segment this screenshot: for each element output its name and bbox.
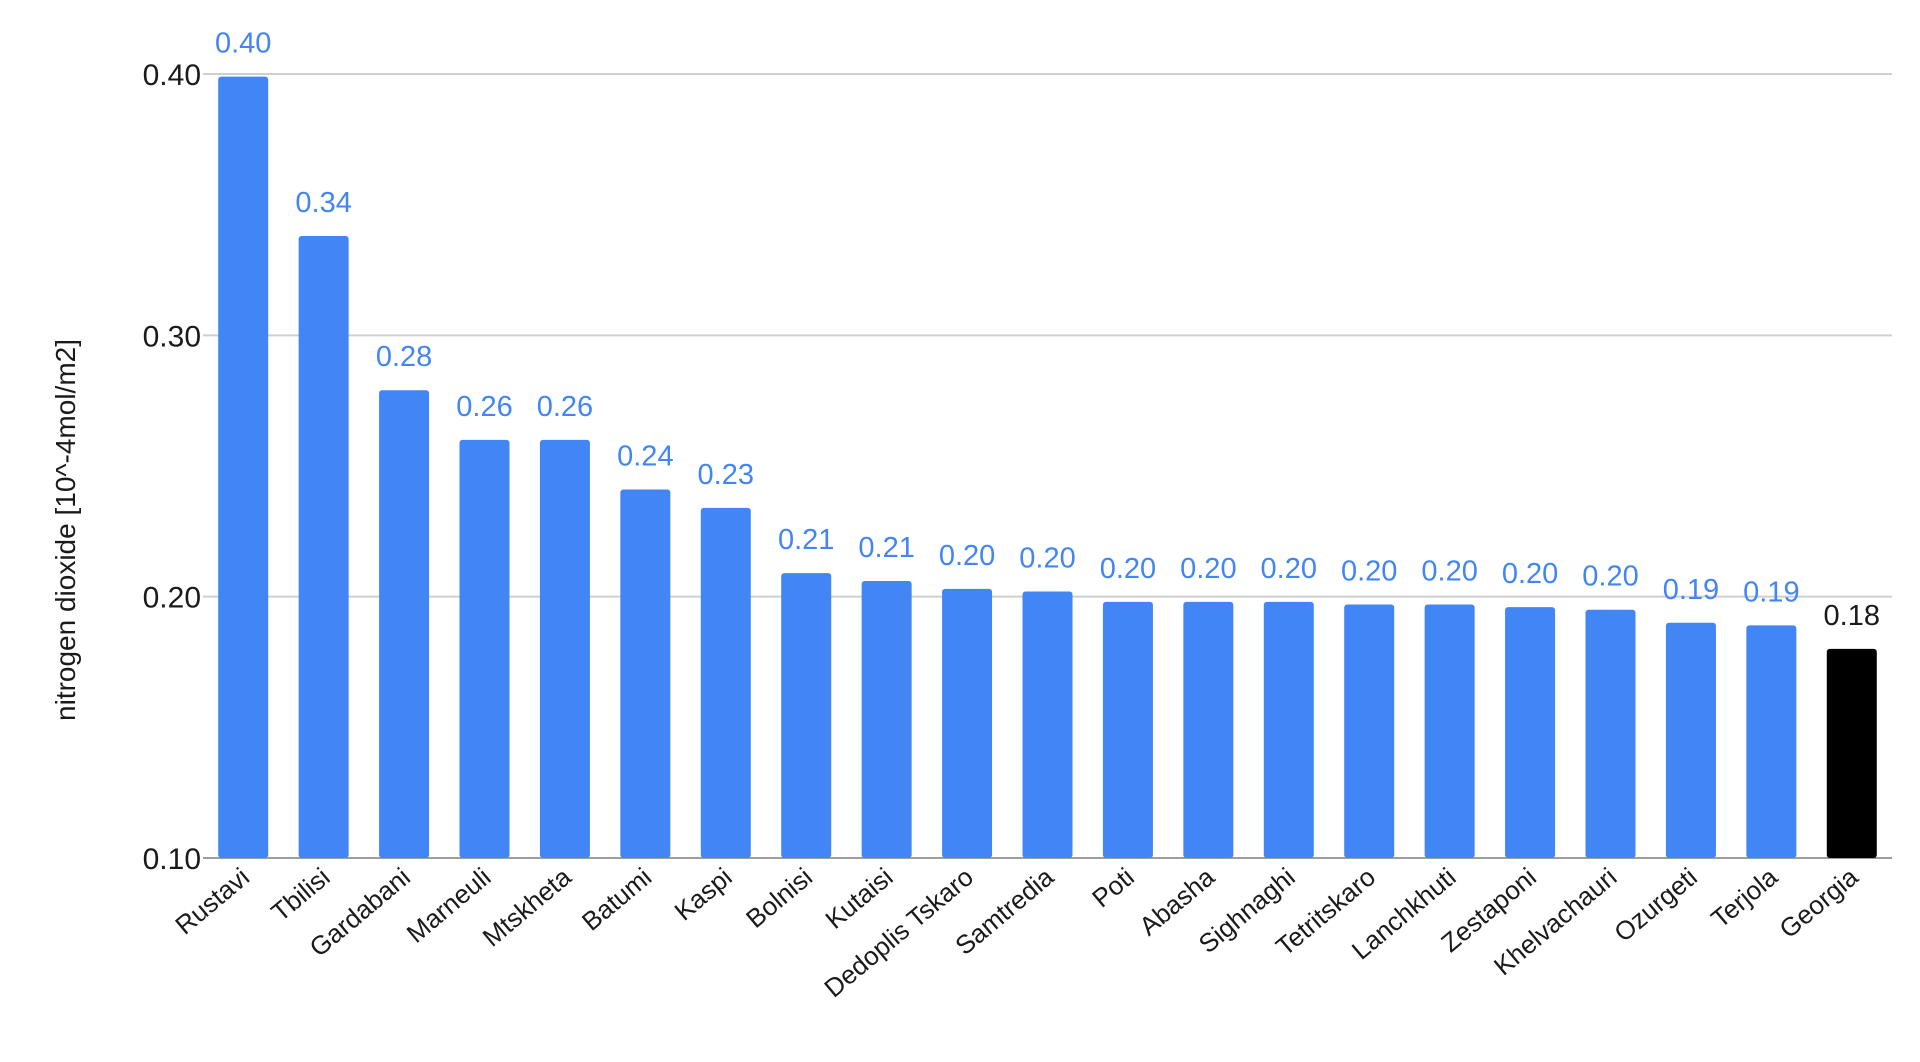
- x-tick-label: Terjola: [1705, 861, 1783, 934]
- bar-mtskheta: [539, 439, 590, 858]
- x-tick-label: Poti: [1086, 862, 1140, 914]
- data-label: 0.20: [939, 540, 995, 572]
- data-label: 0.20: [1261, 553, 1317, 585]
- data-label: 0.21: [858, 532, 914, 564]
- y-tick-label: 0.20: [143, 582, 201, 615]
- bar-gardabani: [379, 390, 430, 858]
- bar-tetritskaro: [1344, 604, 1395, 858]
- x-tick-label: Georgia: [1773, 861, 1864, 944]
- bar-rustavi: [218, 76, 269, 858]
- bar-sighnaghi: [1263, 601, 1314, 858]
- bar-bolnisi: [781, 573, 832, 858]
- data-label: 0.23: [698, 459, 754, 491]
- bar-batumi: [620, 489, 671, 858]
- bar-terjola: [1746, 625, 1797, 858]
- data-label: 0.21: [778, 524, 834, 556]
- bars-layer: [218, 76, 1877, 858]
- y-tick-label: 0.30: [143, 320, 201, 353]
- bar-ozurgeti: [1665, 622, 1716, 858]
- x-tick-label: Kaspi: [669, 862, 738, 927]
- x-tick-label: Mtskheta: [477, 861, 578, 952]
- data-label: 0.34: [295, 187, 351, 219]
- bar-marneuli: [459, 439, 510, 858]
- data-labels-layer: 0.40 0.34 0.28 0.26 0.26 0.24 0.23 0.21 0.21 0.20…: [215, 28, 1880, 632]
- data-label: 0.40: [215, 28, 271, 60]
- data-label: 0.28: [376, 341, 432, 373]
- data-label: 0.24: [617, 441, 673, 473]
- x-tick-label: Tbilisi: [265, 862, 335, 928]
- data-label: 0.20: [1180, 553, 1236, 585]
- bar-abasha: [1183, 601, 1234, 858]
- y-axis-label: nitrogen dioxide [10^-4mol/m2]: [50, 339, 81, 721]
- bar-samtredia: [1022, 591, 1073, 858]
- bar-tbilisi: [298, 236, 349, 858]
- data-label: 0.20: [1502, 558, 1558, 590]
- y-tick-label: 0.40: [143, 59, 201, 92]
- data-label: 0.26: [456, 391, 512, 423]
- x-tick-label: Bolnisi: [740, 862, 818, 934]
- bar-dedoplis-tskaro: [942, 588, 993, 858]
- x-tick-label: Ozurgeti: [1608, 862, 1703, 948]
- data-label: 0.19: [1663, 574, 1719, 606]
- data-label: 0.20: [1582, 561, 1638, 593]
- bar-kutaisi: [861, 580, 912, 858]
- bar-kaspi: [700, 507, 751, 858]
- bar-lanchkhuti: [1424, 604, 1475, 858]
- data-label: 0.26: [537, 391, 593, 423]
- y-tick-label: 0.10: [143, 843, 201, 876]
- bar-georgia: [1826, 648, 1877, 858]
- bar-poti: [1102, 601, 1153, 858]
- data-label: 0.20: [1341, 556, 1397, 588]
- data-label: 0.20: [1421, 556, 1477, 588]
- x-tick-label: Batumi: [576, 862, 657, 937]
- bar-khelvachauri: [1585, 609, 1636, 858]
- data-label: 0.20: [1019, 542, 1075, 574]
- data-label: 0.18: [1824, 600, 1880, 632]
- data-label: 0.20: [1100, 553, 1156, 585]
- bar-zestaponi: [1505, 607, 1556, 858]
- y-axis: 0.10 0.20 0.30 0.40: [143, 59, 201, 876]
- data-label: 0.19: [1743, 576, 1799, 608]
